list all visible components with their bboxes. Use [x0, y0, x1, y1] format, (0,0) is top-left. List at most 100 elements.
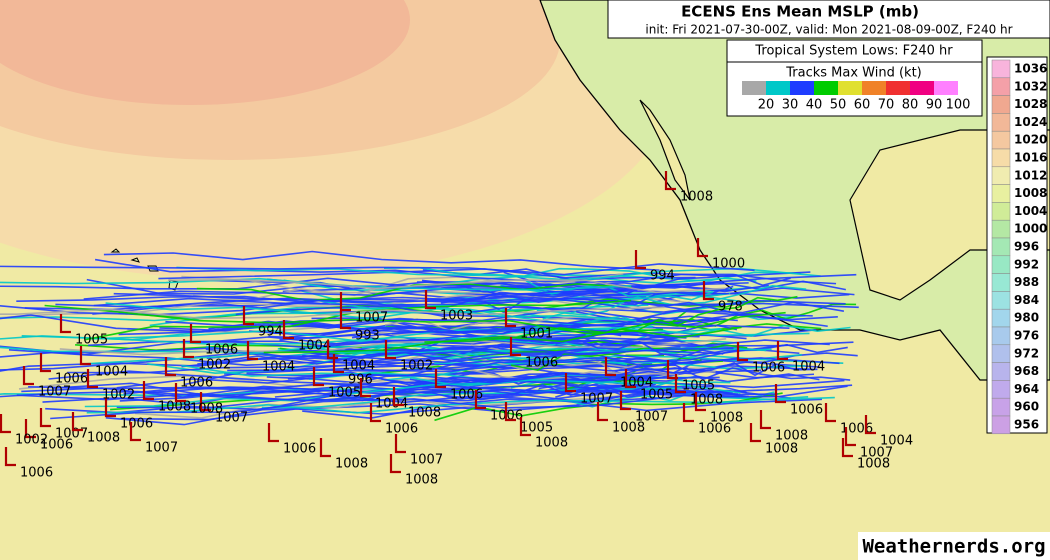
track	[391, 316, 690, 335]
track	[361, 342, 767, 356]
low-label: 1004	[375, 397, 408, 412]
track	[436, 287, 845, 314]
low-barb	[4, 447, 16, 467]
low-label: 1006	[698, 422, 731, 437]
low-label: 1004	[95, 365, 128, 380]
track	[116, 379, 845, 409]
track	[668, 303, 857, 327]
wind-swatch	[934, 81, 958, 95]
low-barb	[71, 412, 83, 432]
low-barb	[164, 357, 176, 377]
low-label: 1005	[640, 388, 673, 403]
track	[555, 338, 724, 358]
low-barb	[844, 427, 856, 447]
wind-swatch	[766, 81, 790, 95]
colorbar-swatch	[991, 59, 1011, 79]
credit: Weathernerds.org	[862, 536, 1045, 558]
low-barb	[86, 369, 98, 389]
low-barb	[824, 403, 836, 423]
track	[227, 347, 734, 372]
low-barb	[129, 422, 141, 442]
low-label: 1006	[20, 466, 53, 481]
low-barb	[519, 417, 531, 437]
colorbar-swatch	[991, 380, 1011, 399]
track	[44, 304, 663, 335]
track	[196, 283, 632, 302]
track	[0, 390, 670, 403]
colorbar-swatch	[991, 202, 1011, 221]
low-label: 1006	[180, 376, 213, 391]
low-label: 1005	[75, 333, 108, 348]
low-barb	[104, 398, 116, 418]
track	[123, 375, 661, 395]
low-barb	[39, 353, 51, 373]
colorbar-swatch	[991, 344, 1011, 363]
low-barb	[759, 410, 771, 430]
low-label: 1006	[40, 438, 73, 453]
wind-title: Tracks Max Wind (kt)	[785, 66, 922, 81]
colorbar-swatch	[991, 113, 1011, 132]
low-barb	[282, 320, 294, 340]
low-label: 994	[258, 325, 283, 340]
low-label: 1004	[342, 359, 375, 374]
low-label: 993	[355, 329, 380, 344]
low-label: 1007	[355, 311, 388, 326]
colorbar-label: 984	[1014, 293, 1039, 307]
colorbar-swatch	[991, 237, 1011, 257]
low-label: 994	[650, 269, 675, 284]
low-barb	[392, 387, 404, 407]
wind-swatch	[790, 81, 814, 95]
low-barb	[394, 434, 406, 454]
low-label: 1007	[860, 446, 893, 461]
track	[650, 362, 818, 377]
colorbar-label: 980	[1014, 311, 1039, 325]
colorbar-label: 992	[1014, 257, 1039, 271]
track	[0, 263, 755, 276]
wind-swatch	[838, 81, 862, 95]
colorbar-label: 976	[1014, 329, 1039, 343]
pressure-contour-1024	[0, 0, 410, 105]
colorbar-swatch	[991, 273, 1011, 292]
low-label: 1008	[710, 411, 743, 426]
low-label: 1008	[158, 400, 191, 415]
low-label: 1004	[298, 339, 331, 354]
low-label: 1006	[525, 356, 558, 371]
low-barb	[174, 383, 186, 403]
low-label: 1006	[790, 403, 823, 418]
colorbar-swatch	[991, 326, 1011, 346]
wind-label: 60	[854, 98, 871, 113]
track	[59, 337, 727, 356]
low-label: 1004	[880, 434, 913, 449]
track	[103, 250, 660, 271]
track	[50, 393, 778, 420]
low-label: 1006	[840, 422, 873, 437]
wind-label: 80	[902, 98, 919, 113]
low-barb	[319, 438, 331, 458]
low-barb	[736, 342, 748, 362]
colorbar-label: 960	[1014, 400, 1039, 414]
hawaii	[110, 248, 179, 291]
track	[67, 362, 688, 374]
track	[383, 266, 665, 279]
track	[274, 322, 622, 340]
low-label: 1007	[635, 410, 668, 425]
low-label: 1008	[535, 436, 568, 451]
track	[168, 278, 726, 294]
wind-label: 20	[758, 98, 775, 113]
colorbar-label: 1012	[1014, 168, 1047, 182]
low-label: 1008	[612, 421, 645, 436]
low-label: 1008	[690, 393, 723, 408]
low-label: 1006	[450, 388, 483, 403]
low-label: 1006	[752, 361, 785, 376]
low-label: 1008	[190, 402, 223, 417]
colorbar-swatch	[991, 148, 1011, 168]
pressure-colorbar: 1036 1032 1028 1024 1020 1016 1012 1008 1004 1000…	[986, 56, 1048, 435]
low-barb	[682, 403, 694, 423]
track	[181, 333, 708, 368]
title: ECENS Ens Mean MSLP (mb)	[681, 3, 919, 21]
low-barb	[504, 308, 516, 328]
low-barb	[339, 310, 351, 330]
track	[113, 292, 641, 320]
